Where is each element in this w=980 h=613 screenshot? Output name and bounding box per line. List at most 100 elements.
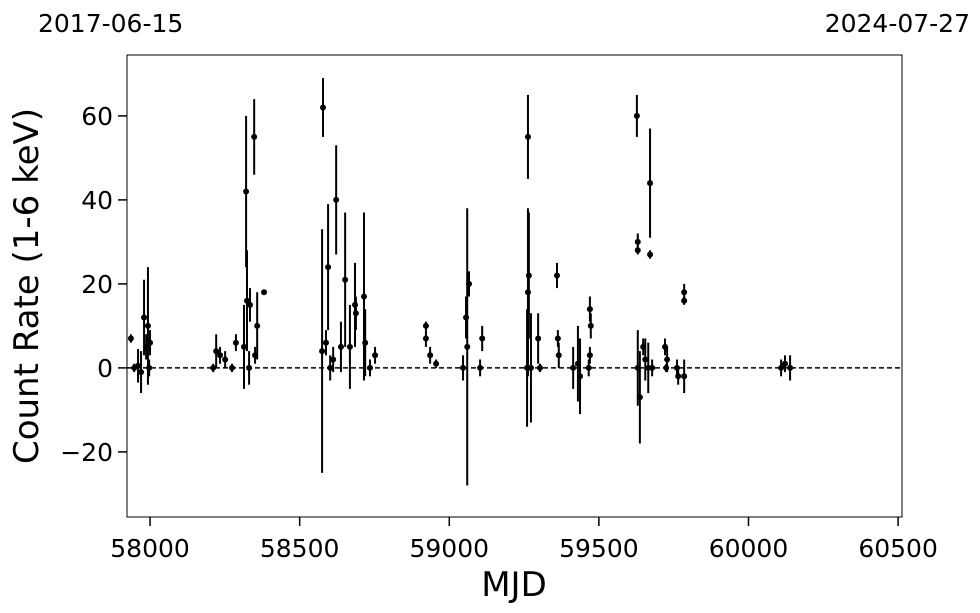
data-point <box>636 394 643 401</box>
data-point <box>647 180 654 187</box>
data-point <box>342 276 349 283</box>
plot-frame <box>126 54 903 518</box>
data-point <box>662 343 669 350</box>
data-point <box>252 352 259 359</box>
x-axis-label: MJD <box>481 565 547 605</box>
data-point <box>243 188 250 195</box>
data-point <box>360 293 367 300</box>
data-point <box>422 322 429 329</box>
data-point <box>322 339 329 346</box>
data-point <box>254 322 261 329</box>
data-point <box>778 364 785 371</box>
data-point <box>352 301 359 308</box>
data-point <box>634 364 641 371</box>
data-point <box>554 335 561 342</box>
data-point <box>243 297 250 304</box>
data-point <box>524 133 531 140</box>
data-point <box>587 322 594 329</box>
data-point <box>525 272 532 279</box>
data-point <box>210 364 217 371</box>
data-point <box>477 364 484 371</box>
data-point <box>675 373 682 380</box>
data-point <box>330 356 337 363</box>
x-tick-label: 58000 <box>110 534 190 563</box>
data-point <box>352 310 359 317</box>
data-point <box>433 360 440 367</box>
data-point <box>146 364 153 371</box>
data-point <box>135 362 142 369</box>
data-point <box>366 364 373 371</box>
data-point <box>649 364 656 371</box>
data-point <box>681 289 688 296</box>
data-point <box>555 352 562 359</box>
annotation: 2017-06-15 <box>38 9 183 38</box>
y-tick-label: 0 <box>97 354 113 383</box>
data-point <box>536 364 543 371</box>
data-point <box>479 335 486 342</box>
data-point <box>240 343 247 350</box>
data-point <box>251 133 258 140</box>
data-point <box>463 314 470 321</box>
data-point <box>585 364 592 371</box>
data-point <box>586 352 593 359</box>
data-point <box>664 356 671 363</box>
data-point <box>217 352 224 359</box>
data-point <box>213 348 220 355</box>
data-point <box>138 369 145 376</box>
data-point <box>787 364 794 371</box>
y-tick-label: −20 <box>60 438 113 467</box>
data-point <box>553 272 560 279</box>
data-point <box>333 196 340 203</box>
data-point <box>460 364 467 371</box>
data-point <box>535 335 542 342</box>
data-point <box>222 356 229 363</box>
data-point <box>144 322 151 329</box>
data-point <box>681 373 688 380</box>
data-point <box>127 335 134 342</box>
y-tick-label: 20 <box>81 270 113 299</box>
data-point <box>327 364 334 371</box>
data-point <box>464 343 471 350</box>
data-point <box>232 339 239 346</box>
data-point <box>570 364 577 371</box>
data-point <box>633 112 640 119</box>
data-point <box>261 289 268 296</box>
data-point <box>147 339 154 346</box>
data-point <box>372 352 379 359</box>
data-point <box>466 280 473 287</box>
data-point <box>673 364 680 371</box>
x-tick-label: 60500 <box>858 534 938 563</box>
data-point <box>246 301 253 308</box>
y-tick-label: 40 <box>81 186 113 215</box>
data-point <box>574 360 581 367</box>
y-axis-label: Count Rate (1-6 keV) <box>7 108 47 464</box>
data-point <box>782 360 789 367</box>
data-point <box>362 339 369 346</box>
data-point <box>319 348 326 355</box>
data-point <box>143 343 150 350</box>
annotation: 2024-07-27 <box>825 9 970 38</box>
data-point <box>141 314 148 321</box>
data-point <box>663 364 670 371</box>
data-point <box>577 373 584 380</box>
data-point <box>422 335 429 342</box>
x-tick-label: 59500 <box>559 534 639 563</box>
data-point <box>524 289 531 296</box>
data-point <box>337 343 344 350</box>
data-point <box>527 364 534 371</box>
x-tick-label: 59000 <box>410 534 490 563</box>
data-point <box>346 343 353 350</box>
data-point <box>647 251 654 258</box>
data-point <box>427 352 434 359</box>
data-point <box>325 264 332 271</box>
data-point <box>229 364 236 371</box>
x-tick-label: 58500 <box>260 534 340 563</box>
data-point <box>586 306 593 313</box>
data-point <box>634 247 641 254</box>
x-tick-label: 60000 <box>709 534 789 563</box>
y-tick-label: 60 <box>81 102 113 131</box>
data-point <box>642 356 649 363</box>
data-point <box>640 343 647 350</box>
